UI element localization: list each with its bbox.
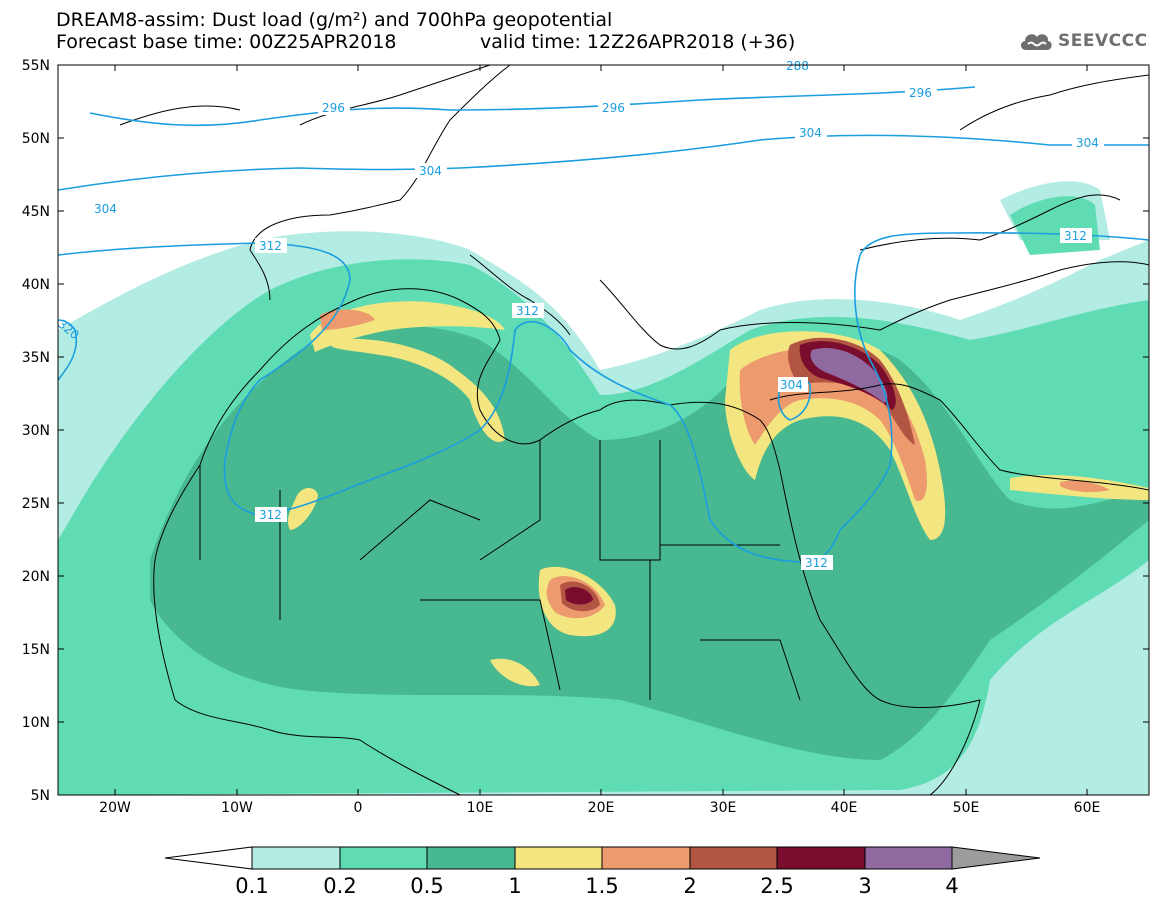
lon-label: 30E xyxy=(710,800,737,816)
colorbar-swatch xyxy=(426,846,516,870)
lat-label: 25N xyxy=(22,496,50,512)
lat-label: 40N xyxy=(22,277,50,293)
contour-label: 312 xyxy=(805,556,828,570)
lon-label: 20E xyxy=(588,800,615,816)
lon-label: 60E xyxy=(1074,800,1101,816)
contour-label: 304 xyxy=(799,126,822,140)
contour-label: 296 xyxy=(322,101,345,115)
contour-label: 296 xyxy=(602,101,625,115)
contour-label: 312 xyxy=(259,239,282,253)
lat-label: 30N xyxy=(22,423,50,439)
contour-label: 304 xyxy=(780,378,803,392)
colorbar-label: 4 xyxy=(945,874,958,898)
contour-label: 288 xyxy=(786,59,809,73)
map-subtitle: Forecast base time: 00Z25APR2018 valid ti… xyxy=(56,32,795,52)
colorbar-label: 2.5 xyxy=(760,874,793,898)
lon-label: 20W xyxy=(99,800,131,816)
colorbar-swatch xyxy=(601,846,691,870)
colorbar xyxy=(164,846,1041,870)
dust-level-3 xyxy=(810,347,888,403)
colorbar-swatch xyxy=(339,846,428,870)
contour-label: 304 xyxy=(419,164,442,178)
lat-label: 5N xyxy=(31,788,50,804)
colorbar-label: 0.2 xyxy=(323,874,356,898)
forecast-base-time: Forecast base time: 00Z25APR2018 xyxy=(56,31,397,53)
axis-ticks xyxy=(58,64,1149,796)
lat-label: 45N xyxy=(22,204,50,220)
latitude-labels: 55N 50N 45N 40N 35N 30N 25N 20N 15N 10N … xyxy=(22,58,50,804)
colorbar-swatch xyxy=(864,846,953,870)
seevccc-logo: SEEVCCC xyxy=(1018,26,1148,56)
contour-label: 312 xyxy=(1064,229,1087,243)
lon-label: 10E xyxy=(467,800,494,816)
logo-text: SEEVCCC xyxy=(1058,31,1148,51)
colorbar-swatch xyxy=(251,846,341,870)
map-title: DREAM8-assim: Dust load (g/m²) and 700hP… xyxy=(56,9,613,31)
coastlines xyxy=(119,65,1149,795)
colorbar-labels: 0.1 0.2 0.5 1 1.5 2 2.5 3 4 xyxy=(235,874,958,898)
contour-label: 296 xyxy=(909,86,932,100)
colorbar-label: 0.1 xyxy=(235,874,268,898)
lon-label: 50E xyxy=(953,800,980,816)
lat-label: 15N xyxy=(22,642,50,658)
contour-label: 312 xyxy=(516,304,539,318)
lat-label: 35N xyxy=(22,350,50,366)
colorbar-left-arrow xyxy=(164,846,253,870)
longitude-labels: 20W 10W 0 10E 20E 30E 40E 50E 60E xyxy=(99,800,1100,816)
contour-label: 312 xyxy=(259,508,282,522)
lat-label: 20N xyxy=(22,569,50,585)
valid-time: valid time: 12Z26APR2018 (+36) xyxy=(480,31,796,53)
dust-field xyxy=(58,181,1149,795)
cloud-icon xyxy=(1020,34,1052,50)
lon-label: 0 xyxy=(354,800,363,816)
lon-label: 40E xyxy=(831,800,858,816)
contour-label: 304 xyxy=(94,202,117,216)
contour-label: 304 xyxy=(1076,136,1099,150)
colorbar-label: 1.5 xyxy=(585,874,618,898)
colorbar-swatch xyxy=(776,846,866,870)
colorbar-right-arrow xyxy=(951,846,1041,870)
geopotential-contours xyxy=(58,86,1149,563)
colorbar-label: 3 xyxy=(858,874,871,898)
colorbar-label: 1 xyxy=(508,874,521,898)
colorbar-swatch xyxy=(514,846,603,870)
lat-label: 50N xyxy=(22,131,50,147)
lat-label: 55N xyxy=(22,58,50,74)
lat-label: 10N xyxy=(22,715,50,731)
colorbar-label: 0.5 xyxy=(410,874,443,898)
colorbar-label: 2 xyxy=(683,874,696,898)
colorbar-swatch xyxy=(689,846,778,870)
lon-label: 10W xyxy=(221,800,253,816)
